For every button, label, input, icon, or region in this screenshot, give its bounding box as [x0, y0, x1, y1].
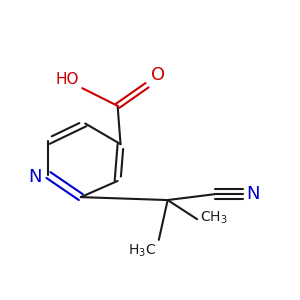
Text: CH$_3$: CH$_3$ [200, 209, 228, 226]
Text: N: N [28, 167, 42, 185]
Text: N: N [246, 185, 260, 203]
Text: O: O [152, 66, 166, 84]
Text: H$_3$C: H$_3$C [128, 243, 156, 259]
Text: HO: HO [56, 72, 79, 87]
